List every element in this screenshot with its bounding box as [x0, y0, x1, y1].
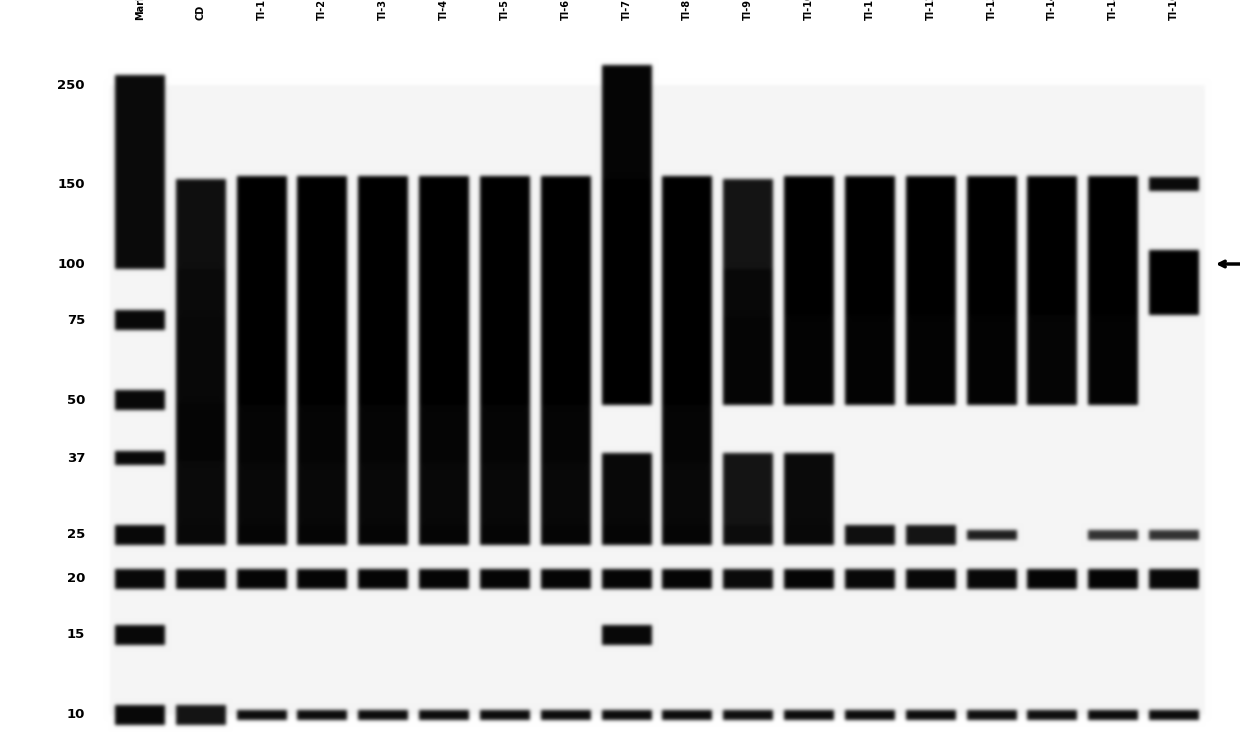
Text: 25: 25 [67, 529, 86, 542]
Text: CD: CD [196, 4, 206, 20]
Text: TI-2: TI-2 [317, 0, 327, 20]
Text: 100: 100 [57, 257, 86, 271]
Text: TI-8: TI-8 [682, 0, 692, 20]
Text: TI-4: TI-4 [439, 0, 449, 20]
Text: TI-13: TI-13 [987, 0, 997, 20]
Text: 20: 20 [67, 572, 86, 586]
Text: 150: 150 [57, 177, 86, 191]
Text: TI-3: TI-3 [378, 0, 388, 20]
Text: TI-14: TI-14 [1047, 0, 1056, 20]
Text: TI-9: TI-9 [743, 0, 753, 20]
Text: TI-10: TI-10 [804, 0, 813, 20]
Text: TI-12: TI-12 [926, 0, 936, 20]
Text: Marker: Marker [135, 0, 145, 20]
Text: 10: 10 [67, 708, 86, 722]
Text: 250: 250 [57, 79, 86, 91]
Text: TI-5: TI-5 [500, 0, 510, 20]
Text: TI-7: TI-7 [622, 0, 632, 20]
Text: 50: 50 [67, 393, 86, 406]
Text: TI-15: TI-15 [1109, 0, 1118, 20]
Text: 15: 15 [67, 628, 86, 642]
Text: TI-1: TI-1 [257, 0, 267, 20]
Text: TI-11: TI-11 [866, 0, 875, 20]
Text: TI-16: TI-16 [1169, 0, 1179, 20]
Text: 37: 37 [67, 452, 86, 465]
Text: 75: 75 [67, 313, 86, 326]
Text: TI-6: TI-6 [560, 0, 570, 20]
